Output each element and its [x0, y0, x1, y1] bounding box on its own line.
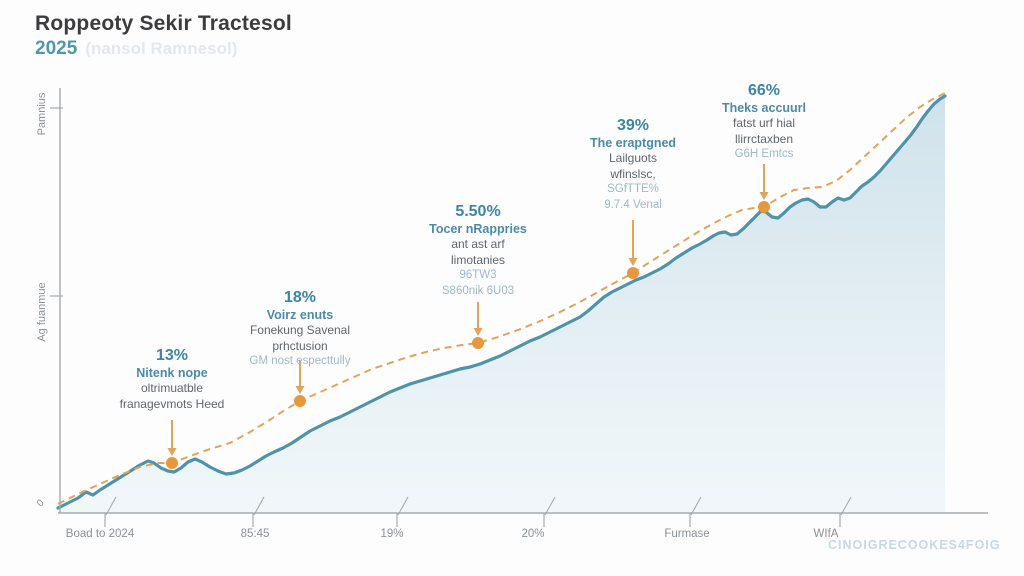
- x-axis-label: 85:45: [240, 528, 270, 540]
- watermark-text: CINOIGRECOOKES4FOIG: [828, 538, 1001, 552]
- annotation-line: 9.7.4 Venal: [604, 198, 662, 211]
- annotation-line: prhctusion: [272, 338, 328, 353]
- annotation-line: fatst urf hial: [732, 116, 796, 130]
- data-point-marker: [627, 267, 639, 279]
- annotation-line: 96TW3: [459, 269, 497, 281]
- annotation-title: The eraptgned: [589, 135, 677, 150]
- x-tick-slash: [690, 496, 702, 516]
- annotation-block: 18% Voirz enuts Fonekung Savenal prhctusion…: [200, 290, 400, 370]
- y-axis-label: Pamnius: [36, 92, 48, 136]
- annotation-line: limotanies: [450, 252, 506, 267]
- annotation-line: oltrimuatble: [140, 381, 204, 395]
- subtitle: 2025 (nansol Ramnesol): [35, 38, 292, 60]
- header: Roppeoty Sekir Tractesol 2025 (nansol Ram…: [35, 12, 292, 60]
- annotation-percent: 39%: [616, 117, 650, 134]
- annotation-title: Nitenk nope: [136, 365, 208, 380]
- annotation-line: GM nost especttully: [249, 355, 351, 367]
- annotation-line: franagevmots Heed: [119, 396, 225, 411]
- x-tick-slash: [105, 496, 117, 516]
- x-axis-label: Boad to 2024: [65, 528, 135, 540]
- y-axis-label: Ag fuanmue: [36, 282, 48, 342]
- data-point-marker: [166, 457, 178, 469]
- annotation-block: 5.50% Tocer nRappries ant ast arf limotanie…: [378, 204, 578, 299]
- subtitle-faint-text: (nansol Ramnesol): [85, 39, 238, 58]
- annotation-line: llirrctaxben: [734, 131, 794, 146]
- data-point-marker: [294, 395, 306, 407]
- x-axis-label: 20%: [521, 528, 545, 540]
- data-point-marker: [472, 337, 484, 349]
- annotation-line: Lailguots: [608, 151, 658, 165]
- annotation-line: wfinslsc,: [610, 166, 656, 181]
- annotation-percent: 66%: [747, 82, 781, 99]
- annotation-arrowhead: [628, 258, 638, 266]
- annotation-arrowhead: [295, 386, 305, 394]
- data-point-marker: [758, 201, 770, 213]
- annotation-line: G6H Emtcs: [734, 148, 794, 160]
- x-axis-label: 19%: [380, 528, 404, 540]
- x-tick-slash: [397, 496, 409, 516]
- annotation-block: 39% The eraptgned Lailguots wfinslsc, SGfTTE…: [533, 118, 733, 213]
- annotation-arrowhead: [759, 192, 769, 200]
- annotation-title: Voirz enuts: [266, 307, 334, 322]
- annotation-line: SGfTTE%: [607, 183, 659, 195]
- annotation-percent: 18%: [283, 289, 317, 306]
- annotation-line: Fonekung Savenal: [249, 323, 351, 337]
- annotation-arrowhead: [167, 448, 177, 456]
- actual-line: [56, 94, 947, 510]
- annotation-title: Tocer nRappries: [429, 221, 527, 236]
- annotation-line: ant ast arf: [451, 237, 505, 251]
- forecast-line: [57, 92, 946, 505]
- annotation-percent: 13%: [155, 347, 189, 364]
- x-tick-slash: [840, 496, 852, 516]
- annotation-block: 66% Theks accuurl fatst urf hial llirrctaxb…: [664, 83, 864, 163]
- annotation-percent: 5.50%: [455, 203, 501, 220]
- x-axis-label: WIfA: [813, 528, 839, 540]
- annotation-line: S860nik 6U03: [441, 284, 515, 297]
- area-fill: [58, 96, 945, 513]
- annotation-block: 13% Nitenk nope oltrimuatble franagevmots H…: [72, 348, 272, 412]
- page-title: Roppeoty Sekir Tractesol: [35, 12, 292, 35]
- x-axis-label: Furmase: [664, 528, 710, 540]
- annotation-title: Theks accuurl: [721, 100, 807, 115]
- subtitle-year: 2025: [35, 38, 78, 59]
- annotation-arrowhead: [473, 328, 483, 336]
- x-tick-slash: [253, 496, 265, 516]
- x-tick-slash: [544, 496, 556, 516]
